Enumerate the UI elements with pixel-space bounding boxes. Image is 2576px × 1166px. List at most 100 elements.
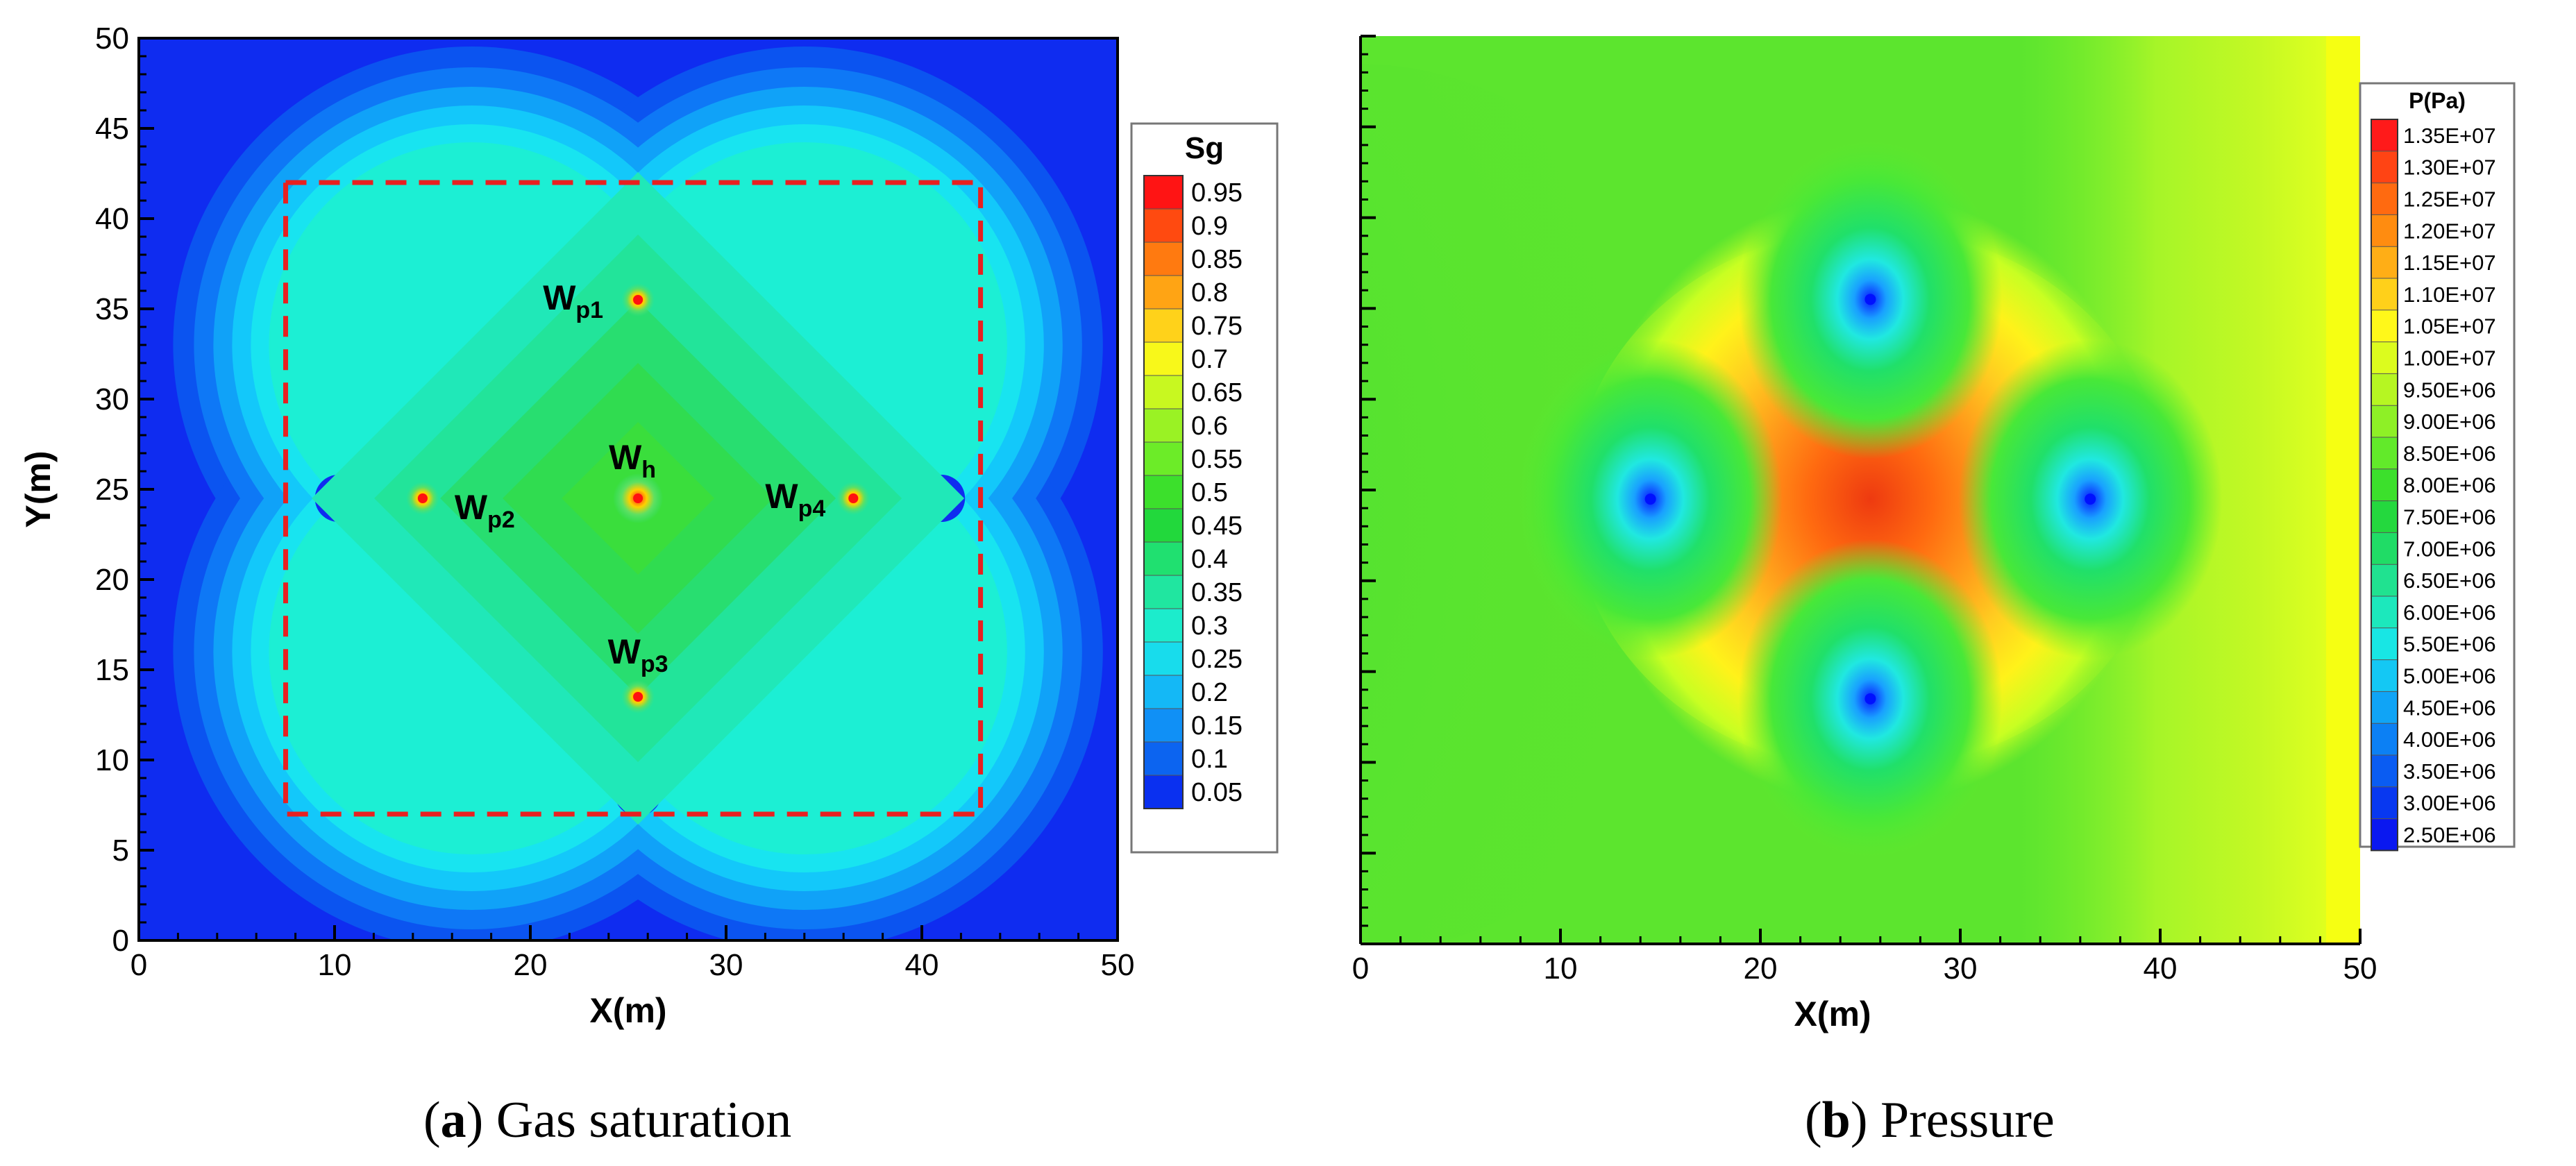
pressure-legend-label: 3.50E+06	[2403, 759, 2496, 784]
gas-saturation-x-tick-label: 30	[709, 948, 743, 982]
pressure-x-axis-title: X(m)	[1794, 995, 1871, 1033]
pressure-legend-swatch	[2371, 532, 2398, 565]
pressure-x-ticks: 0 10 20 30 40 50	[1352, 929, 2377, 986]
pressure-legend-swatch	[2371, 119, 2398, 151]
gas-saturation-legend-label: 0.2	[1191, 678, 1228, 707]
pressure-legend-swatch	[2371, 564, 2398, 596]
gas-saturation-x-tick-label: 0	[131, 948, 147, 982]
pressure-legend-bar-outline	[2371, 119, 2398, 852]
caption-b-text: Pressure	[1880, 1092, 2055, 1149]
caption-a-text: Gas saturation	[496, 1092, 792, 1149]
gas-saturation-well-label: Wp3	[608, 632, 668, 677]
gas-saturation-y-ticks: 0 5 10 15 20 25 30 35 40 45 50	[95, 22, 154, 958]
pressure-legend-label: 6.50E+06	[2403, 568, 2496, 593]
gas-saturation-legend-label: 0.35	[1191, 578, 1243, 607]
gas-saturation-well-label: Wh	[609, 438, 656, 483]
pressure-legend-label: 8.00E+06	[2403, 473, 2496, 498]
gas-saturation-legend-label: 0.45	[1191, 512, 1243, 541]
gas-saturation-legend: Sg 0.95 0.9 0.85 0.8 0.75 0.7 0.65 0.6 0.55 0.5 0.…	[1130, 122, 1279, 854]
pressure-x-tick-label: 10	[1544, 952, 1578, 986]
pressure-legend-swatch	[2371, 627, 2398, 660]
gas-saturation-x-axis-title: X(m)	[589, 991, 666, 1030]
pressure-well-marker	[2085, 493, 2096, 505]
gas-saturation-y-tick-label: 20	[95, 563, 129, 597]
pressure-legend-label: 1.10E+07	[2403, 282, 2496, 307]
gas-saturation-legend-swatch	[1144, 775, 1183, 809]
pressure-legend-swatch	[2371, 468, 2398, 501]
gas-saturation-legend-label: 0.3	[1191, 611, 1228, 641]
gas-saturation-legend-swatch	[1144, 342, 1183, 375]
gas-saturation-legend-label: 0.65	[1191, 378, 1243, 407]
gas-saturation-y-tick-label: 50	[95, 22, 129, 56]
gas-saturation-well-marker	[633, 295, 643, 305]
gas-saturation-legend-title: Sg	[1185, 131, 1224, 165]
gas-saturation-legend-label: 0.25	[1191, 645, 1243, 674]
gas-saturation-y-tick-label: 45	[95, 112, 129, 146]
gas-saturation-y-tick-label: 10	[95, 743, 129, 777]
gas-saturation-legend-swatch	[1144, 309, 1183, 342]
well-label-subscript: p4	[798, 496, 826, 522]
gas-saturation-legend-swatch	[1144, 409, 1183, 442]
pressure-legend: P(Pa) 1.35E+07 1.30E+07 1.25E+07 1.20E+07 1.…	[2359, 82, 2516, 852]
pressure-legend-label: 9.50E+06	[2403, 378, 2496, 402]
gas-saturation-legend-label: 0.5	[1191, 478, 1228, 507]
gas-saturation-panel: 0 10 20 30 40 50 0 5 10 15 20 25 30 35 40 45 50 X(m) Y(…	[19, 22, 1279, 1030]
gas-saturation-wells: Wh Wp1 Wp2 Wp3 Wp4	[417, 278, 859, 702]
pressure-legend-label: 1.25E+07	[2403, 187, 2496, 212]
pressure-legend-label: 3.00E+06	[2403, 791, 2496, 816]
gas-saturation-well-label: Wp4	[765, 477, 825, 522]
pressure-legend-swatch	[2371, 437, 2398, 469]
pressure-panel: 0 10 20 30 40 50 X(m) P(Pa) 1.35E+07 1.30E+07 1…	[1352, 35, 2516, 1033]
gas-saturation-y-tick-label: 5	[112, 834, 129, 868]
pressure-legend-swatch	[2371, 755, 2398, 787]
gas-saturation-legend-swatch	[1144, 509, 1183, 542]
gas-saturation-well-marker	[633, 692, 643, 702]
gas-saturation-legend-label: 0.1	[1191, 745, 1228, 774]
gas-saturation-y-tick-label: 25	[95, 473, 129, 507]
pressure-well-marker	[1864, 693, 1876, 704]
pressure-legend-label: 6.00E+06	[2403, 600, 2496, 625]
gas-saturation-well-label: Wp2	[455, 488, 515, 533]
pressure-legend-label: 1.20E+07	[2403, 219, 2496, 243]
pressure-x-tick-label: 40	[2144, 952, 2178, 986]
pressure-legend-label: 7.00E+06	[2403, 536, 2496, 561]
gas-saturation-legend-swatch	[1144, 375, 1183, 409]
pressure-legend-swatch	[2371, 818, 2398, 851]
pressure-legend-label: 1.05E+07	[2403, 314, 2496, 339]
pressure-x-tick-label: 20	[1744, 952, 1778, 986]
gas-saturation-legend-label: 0.7	[1191, 345, 1228, 374]
gas-saturation-x-ticks: 0 10 20 30 40 50	[131, 925, 1134, 982]
gas-saturation-legend-label: 0.05	[1191, 778, 1243, 807]
pressure-legend-label: 5.50E+06	[2403, 632, 2496, 657]
pressure-legend-swatch	[2371, 691, 2398, 724]
pressure-field	[1361, 36, 2360, 944]
gas-saturation-legend-swatch	[1144, 709, 1183, 742]
pressure-legend-label: 7.50E+06	[2403, 505, 2496, 530]
pressure-legend-swatch	[2371, 786, 2398, 819]
pressure-legend-label: 1.35E+07	[2403, 124, 2496, 148]
pressure-legend-swatch	[2371, 151, 2398, 183]
gas-saturation-legend-swatch	[1144, 209, 1183, 242]
gas-saturation-well-label: Wp1	[543, 278, 603, 323]
pressure-x-tick-label: 30	[1944, 952, 1978, 986]
pressure-legend-swatch	[2371, 214, 2398, 247]
gas-saturation-legend-label: 0.55	[1191, 445, 1243, 474]
pressure-legend-swatch	[2371, 246, 2398, 278]
gas-saturation-legend-swatch	[1144, 675, 1183, 709]
gas-saturation-legend-label: 0.75	[1191, 312, 1243, 341]
pressure-right-edge-band	[2326, 36, 2360, 944]
pressure-legend-label: 5.00E+06	[2403, 664, 2496, 688]
gas-saturation-y-tick-label: 35	[95, 292, 129, 326]
gas-saturation-field	[139, 38, 1118, 940]
gas-saturation-boundary-box	[283, 180, 984, 817]
pressure-legend-swatch	[2371, 373, 2398, 406]
well-label-main: W	[765, 477, 798, 516]
gas-saturation-legend-bar-outline	[1143, 175, 1184, 809]
gas-saturation-legend-label: 0.6	[1191, 412, 1228, 441]
gas-saturation-legend-label: 0.9	[1191, 212, 1228, 241]
gas-saturation-legend-swatch	[1144, 742, 1183, 775]
gas-saturation-legend-swatch	[1144, 242, 1183, 276]
gas-saturation-x-tick-label: 40	[905, 948, 939, 982]
